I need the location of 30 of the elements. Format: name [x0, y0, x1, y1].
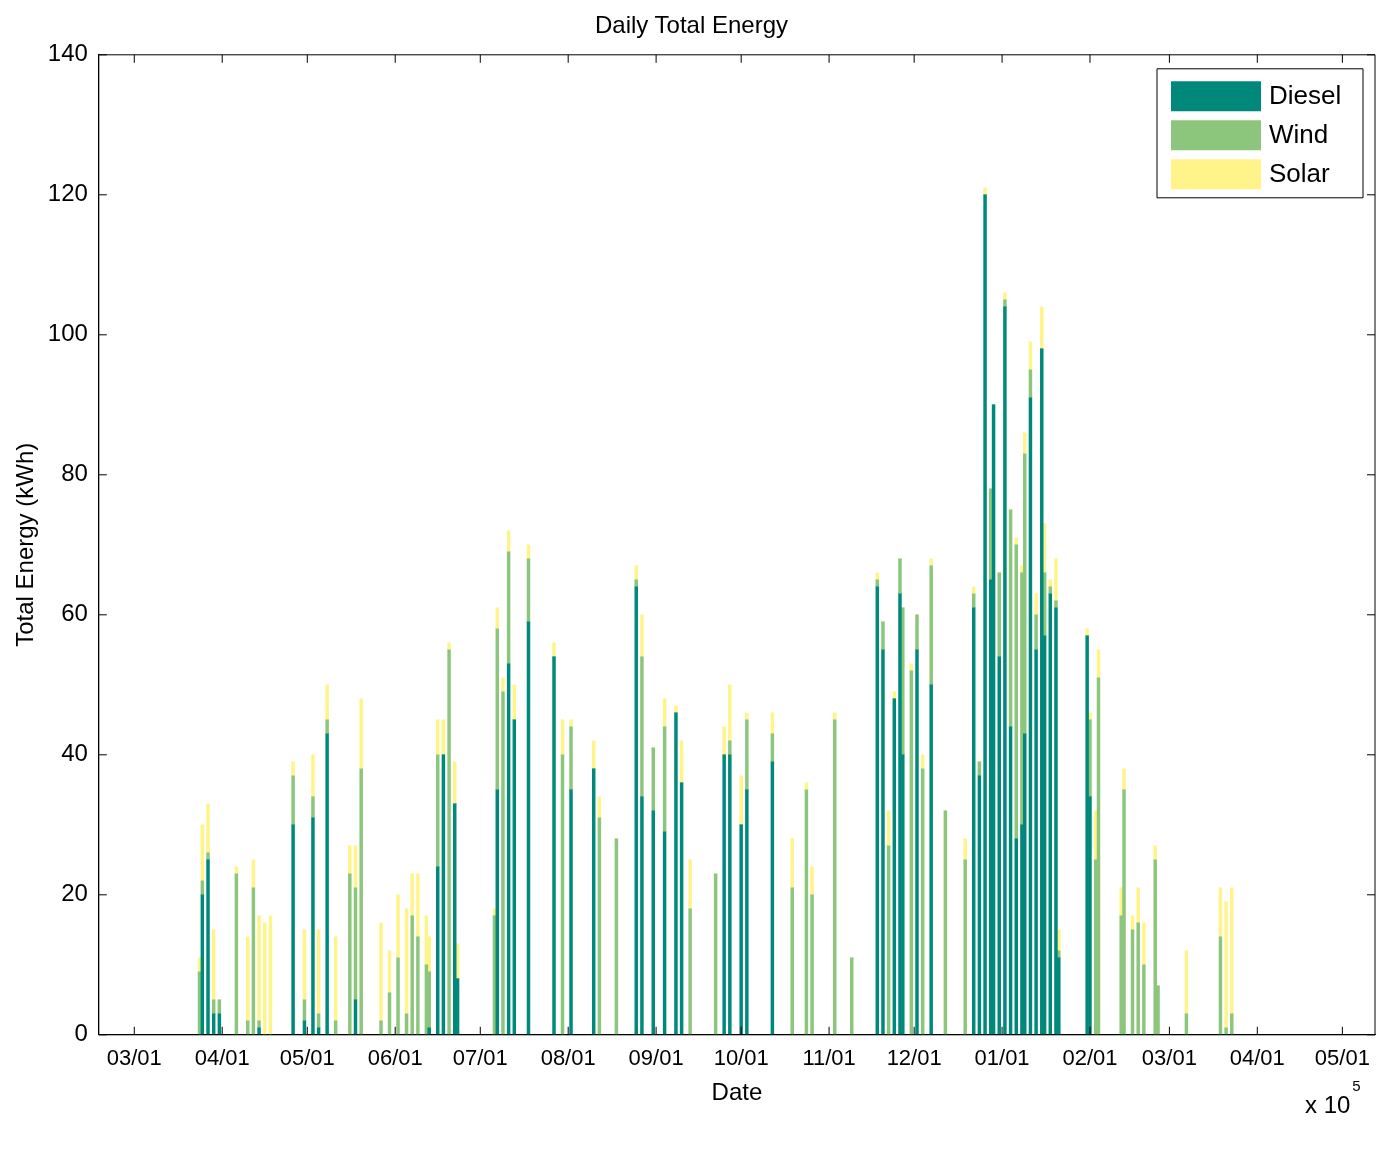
y-tick-label: 0 — [74, 1019, 88, 1047]
x-tick-label: 11/01 — [802, 1045, 856, 1071]
y-tick-label: 20 — [61, 879, 88, 907]
y-tick-label: 80 — [61, 459, 88, 487]
legend-label: Solar — [1269, 158, 1331, 189]
chart-title: Daily Total Energy — [595, 11, 788, 39]
y-tick-label: 140 — [47, 39, 88, 67]
y-tick-label: 100 — [47, 319, 88, 347]
x-tick-label: 02/01 — [1062, 1045, 1118, 1071]
legend-label: Wind — [1269, 119, 1329, 150]
x-tick-label: 04/01 — [194, 1045, 250, 1071]
y-tick-label: 40 — [61, 739, 88, 767]
x-axis-title: Date — [711, 1078, 763, 1106]
x-tick-label: 06/01 — [367, 1045, 423, 1071]
x-tick-label: 03/01 — [1141, 1045, 1197, 1071]
x-tick-label: 03/01 — [106, 1045, 162, 1071]
x-tick-label: 05/01 — [279, 1045, 335, 1071]
x-tick-label: 05/01 — [1314, 1045, 1370, 1071]
x-tick-label: 08/01 — [540, 1045, 596, 1071]
y-tick-label: 60 — [61, 599, 88, 627]
y-axis-title: Total Energy (kWh) — [11, 442, 39, 647]
x-tick-label: 09/01 — [628, 1045, 684, 1071]
x-tick-label: 07/01 — [452, 1045, 508, 1071]
x-tick-label: 12/01 — [886, 1045, 942, 1071]
y-tick-label: 120 — [47, 179, 88, 207]
x-tick-label: 04/01 — [1229, 1045, 1285, 1071]
legend-label: Diesel — [1269, 80, 1342, 111]
text: x 105 — [1305, 1076, 1361, 1118]
x-tick-label: 10/01 — [713, 1045, 769, 1071]
x-tick-label: 01/01 — [974, 1045, 1030, 1071]
